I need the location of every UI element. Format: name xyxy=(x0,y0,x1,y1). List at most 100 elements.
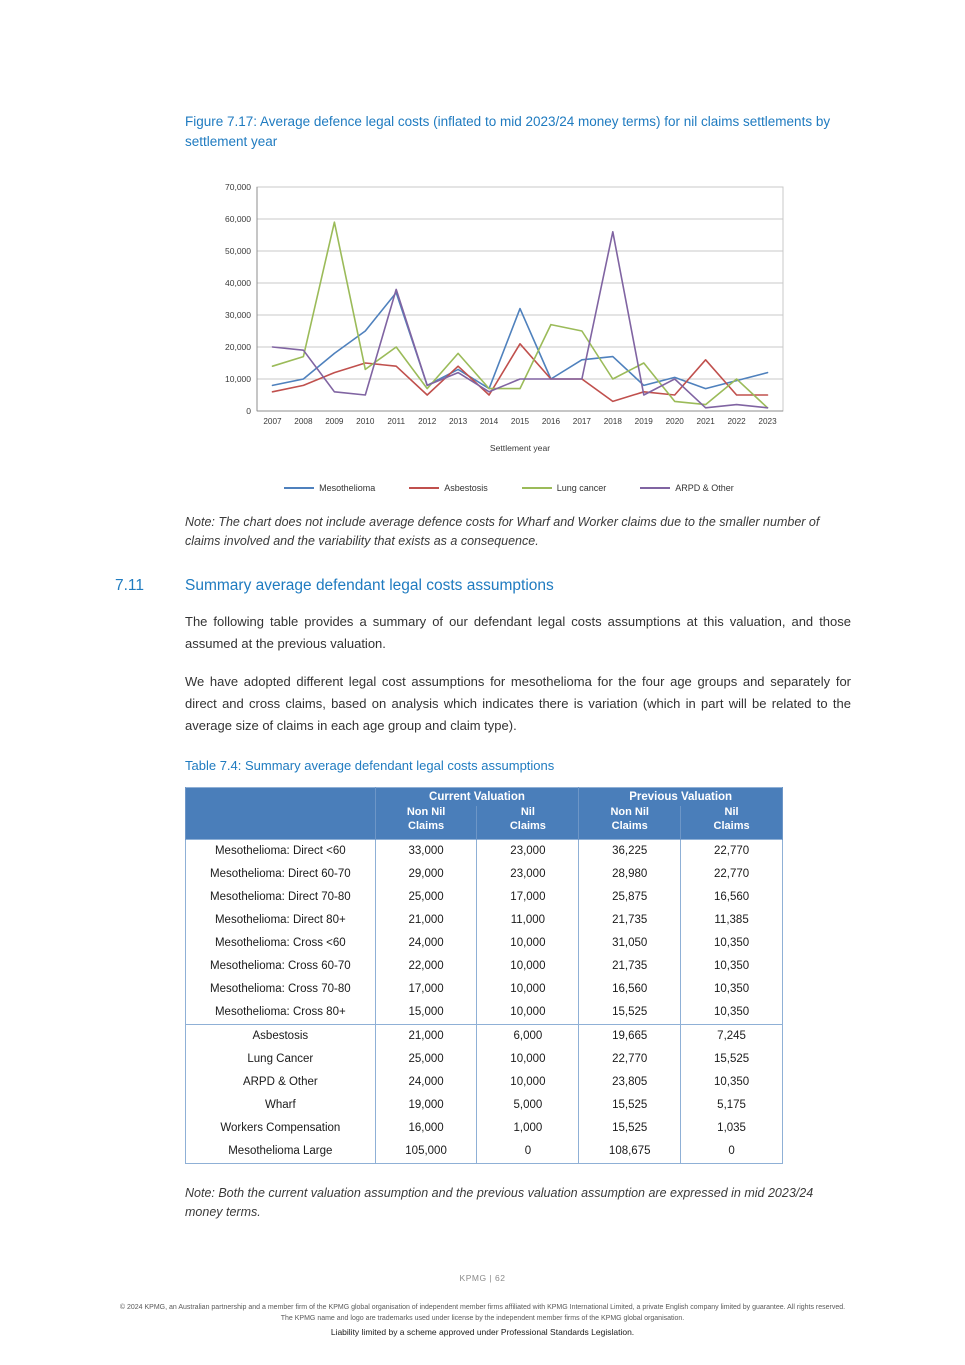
svg-text:2021: 2021 xyxy=(697,417,716,426)
cell-value: 6,000 xyxy=(476,1023,580,1048)
row-label: Mesothelioma: Direct 80+ xyxy=(185,908,376,932)
svg-text:2017: 2017 xyxy=(573,417,592,426)
cell-value: 1,035 xyxy=(680,1116,783,1140)
table-row: Mesothelioma: Direct 60-70 29,000 23,000 28… xyxy=(185,862,783,886)
svg-text:2016: 2016 xyxy=(542,417,561,426)
svg-text:20,000: 20,000 xyxy=(225,342,251,352)
table-note: Note: Both the current valuation assumpt… xyxy=(185,1185,814,1220)
figure-note: Note: The chart does not include average… xyxy=(185,514,820,548)
header-previous-valuation: Previous Valuation xyxy=(578,787,783,807)
header-previous-nil: Nil Claims xyxy=(680,806,783,840)
cell-value: 15,000 xyxy=(374,1000,478,1025)
cell-value: 17,000 xyxy=(374,977,478,1001)
cell-value: 10,000 xyxy=(476,977,580,1001)
svg-text:30,000: 30,000 xyxy=(225,310,251,320)
assumptions-table: Current Valuation Previous Valuation Non… xyxy=(185,787,783,1164)
row-label: Mesothelioma: Cross <60 xyxy=(185,931,376,955)
cell-value: 23,000 xyxy=(476,862,580,886)
legend-line-swatch xyxy=(409,486,440,489)
cell-value: 22,000 xyxy=(374,954,478,978)
cell-value: 19,000 xyxy=(374,1093,478,1117)
cell-value: 7,245 xyxy=(680,1023,783,1048)
cell-value: 10,000 xyxy=(476,931,580,955)
cell-value: 21,000 xyxy=(374,908,478,932)
assumptions-table-body: Mesothelioma: Direct <60 33,000 23,000 36,2… xyxy=(185,838,783,1164)
cell-value: 19,665 xyxy=(578,1023,682,1048)
page-content: Figure 7.17: Average defence legal costs… xyxy=(115,112,851,1223)
table-row: Mesothelioma: Cross 60-70 22,000 10,000 21,… xyxy=(185,954,783,978)
legend-line-swatch xyxy=(521,486,552,489)
legend-line-swatch xyxy=(640,486,671,489)
row-label: Mesothelioma: Direct 70-80 xyxy=(185,885,376,909)
svg-text:40,000: 40,000 xyxy=(225,278,251,288)
table-row: Mesothelioma Large 105,000 0 108,675 0 xyxy=(185,1139,783,1164)
svg-text:2013: 2013 xyxy=(449,417,468,426)
table-row: Mesothelioma: Cross <60 24,000 10,000 31,05… xyxy=(185,931,783,955)
page-footer: KPMG | 62 © 2024 KPMG, an Australian par… xyxy=(0,1273,965,1337)
legend-label: Mesothelioma xyxy=(319,482,376,493)
svg-text:2022: 2022 xyxy=(727,417,746,426)
liability-text: Liability limited by a scheme approved u… xyxy=(330,1327,635,1337)
header-spacer xyxy=(185,787,376,807)
cell-value: 23,805 xyxy=(578,1070,682,1094)
cell-value: 15,525 xyxy=(680,1047,783,1071)
table-row: Mesothelioma: Cross 70-80 17,000 10,000 16,… xyxy=(185,977,783,1001)
row-label: Mesothelioma: Cross 60-70 xyxy=(185,954,376,978)
cell-value: 33,000 xyxy=(374,838,478,863)
row-label: Mesothelioma: Direct <60 xyxy=(185,838,376,863)
body-paragraph: We have adopted different legal cost ass… xyxy=(185,673,851,733)
chart-legend: Mesothelioma Asbestosis Lung cancer ARPD & … xyxy=(199,483,819,493)
cell-value: 1,000 xyxy=(476,1116,580,1140)
section-heading: 7.11 Summary average defendant legal cos… xyxy=(115,577,851,595)
svg-text:2020: 2020 xyxy=(666,417,685,426)
figure-title: Figure 7.17: Average defence legal costs… xyxy=(185,114,831,150)
cell-value: 0 xyxy=(680,1139,783,1164)
legend-label: Lung cancer xyxy=(556,482,607,493)
cell-value: 11,385 xyxy=(680,908,783,932)
svg-text:2023: 2023 xyxy=(758,417,777,426)
header-current-non-nil: Non Nil Claims xyxy=(374,806,478,840)
svg-text:Settlement year: Settlement year xyxy=(490,443,550,453)
cell-value: 10,000 xyxy=(476,1047,580,1071)
cell-value: 22,770 xyxy=(578,1047,682,1071)
legend-item: Asbestosis xyxy=(409,483,488,493)
cell-value: 10,350 xyxy=(680,1070,783,1094)
row-label: ARPD & Other xyxy=(185,1070,376,1094)
row-label: Lung Cancer xyxy=(185,1047,376,1071)
cell-value: 24,000 xyxy=(374,931,478,955)
svg-text:2008: 2008 xyxy=(294,417,313,426)
cell-value: 31,050 xyxy=(578,931,682,955)
header-current-valuation: Current Valuation xyxy=(374,787,580,807)
figure-chart: 0 10,000 20,000 30,000 40,000 50,000 60,000 70,… xyxy=(199,177,819,493)
svg-text:2014: 2014 xyxy=(480,417,499,426)
assumptions-table-head: Current Valuation Previous Valuation Non… xyxy=(185,787,783,840)
svg-text:2012: 2012 xyxy=(418,417,437,426)
legend-item: Mesothelioma xyxy=(284,483,375,493)
cell-value: 10,350 xyxy=(680,1000,783,1025)
cell-value: 10,350 xyxy=(680,977,783,1001)
table-row: Mesothelioma: Cross 80+ 15,000 10,000 15,52… xyxy=(185,1000,783,1025)
cell-value: 10,350 xyxy=(680,931,783,955)
cell-value: 108,675 xyxy=(578,1139,682,1164)
cell-value: 17,000 xyxy=(476,885,580,909)
cell-value: 22,770 xyxy=(680,838,783,863)
cell-value: 5,000 xyxy=(476,1093,580,1117)
cell-value: 15,525 xyxy=(578,1000,682,1025)
svg-text:2009: 2009 xyxy=(325,417,344,426)
row-label: Mesothelioma: Cross 70-80 xyxy=(185,977,376,1001)
page-number-label: KPMG | 62 xyxy=(459,1273,506,1283)
svg-text:50,000: 50,000 xyxy=(225,246,251,256)
svg-text:0: 0 xyxy=(246,406,251,416)
section-number: 7.11 xyxy=(115,577,145,595)
table-row: ARPD & Other 24,000 10,000 23,805 10,350 xyxy=(185,1070,783,1094)
cell-value: 5,175 xyxy=(680,1093,783,1117)
cell-value: 10,000 xyxy=(476,1000,580,1025)
cell-value: 25,000 xyxy=(374,1047,478,1071)
svg-text:10,000: 10,000 xyxy=(225,374,251,384)
cell-value: 16,000 xyxy=(374,1116,478,1140)
table-row: Workers Compensation 16,000 1,000 15,525 1,0… xyxy=(185,1116,783,1140)
svg-text:2007: 2007 xyxy=(263,417,282,426)
cell-value: 10,350 xyxy=(680,954,783,978)
svg-text:2011: 2011 xyxy=(387,417,405,426)
